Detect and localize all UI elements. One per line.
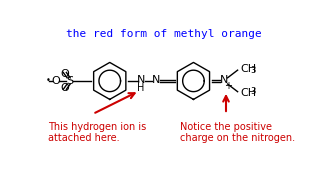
Text: O: O bbox=[60, 83, 69, 93]
Text: the red form of methyl orange: the red form of methyl orange bbox=[66, 29, 262, 39]
Text: H: H bbox=[137, 83, 144, 93]
Text: N: N bbox=[137, 75, 145, 85]
Text: •: • bbox=[45, 76, 50, 85]
Text: O: O bbox=[60, 69, 69, 79]
Text: 3: 3 bbox=[250, 66, 255, 75]
Text: N: N bbox=[152, 75, 160, 85]
Text: CH: CH bbox=[241, 63, 257, 74]
Text: Notice the positive
charge on the nitrogen.: Notice the positive charge on the nitrog… bbox=[180, 122, 295, 143]
Text: 3: 3 bbox=[250, 87, 255, 96]
Text: +: + bbox=[224, 81, 232, 91]
Text: O: O bbox=[51, 76, 60, 86]
Text: S: S bbox=[66, 76, 73, 86]
Text: CH: CH bbox=[241, 88, 257, 98]
Text: This hydrogen ion is
attached here.: This hydrogen ion is attached here. bbox=[48, 122, 146, 143]
Text: N: N bbox=[220, 75, 228, 85]
